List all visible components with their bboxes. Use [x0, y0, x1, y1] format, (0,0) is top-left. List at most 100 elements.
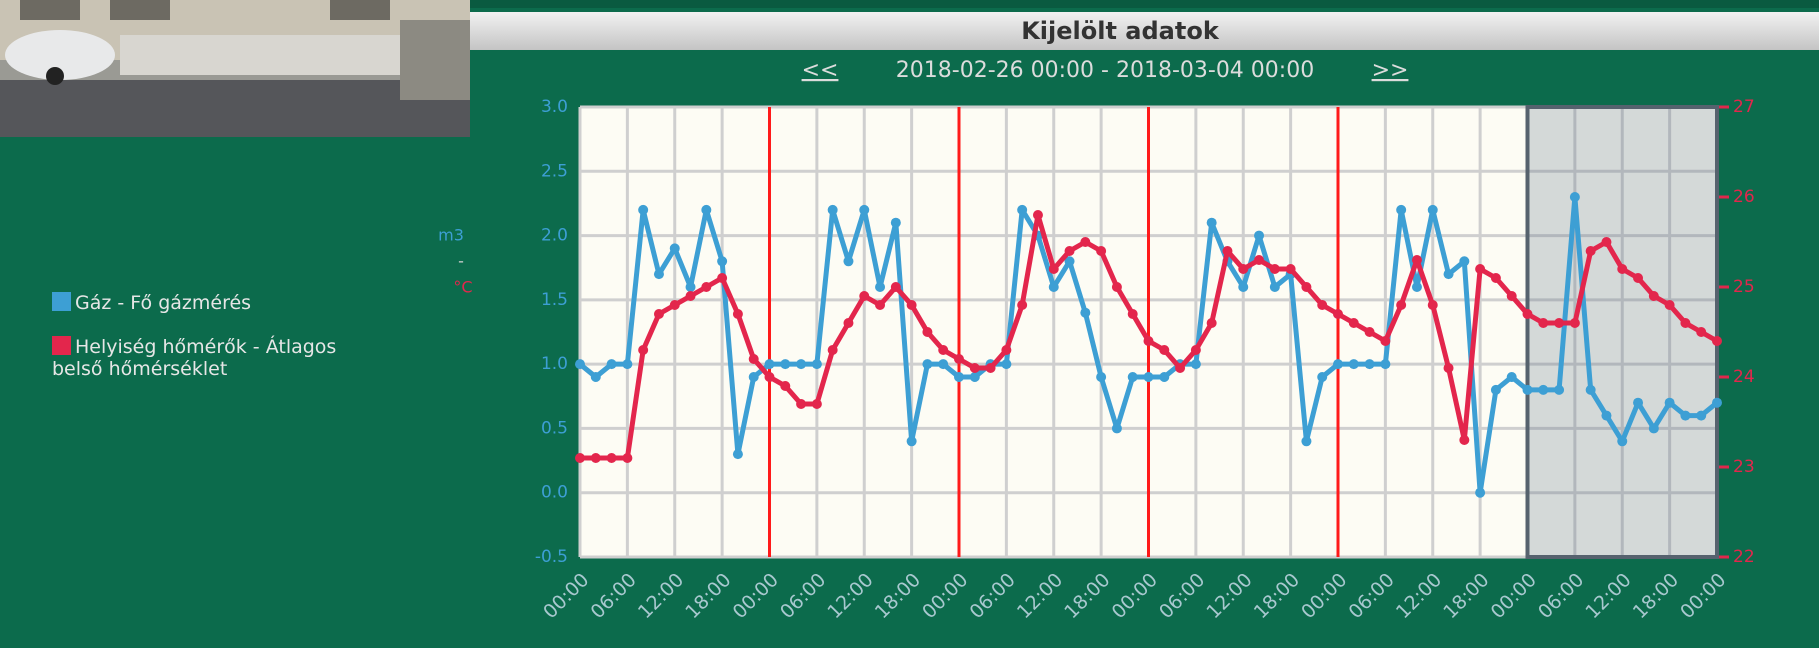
legend-item[interactable]: Helyiség hőmérők - Átlagos belső hőmérsé… [52, 336, 372, 380]
legend-item[interactable]: Gáz - Fő gázmérés [52, 292, 372, 314]
data-point [1554, 385, 1564, 395]
data-point [1617, 264, 1627, 274]
data-point [1207, 318, 1217, 328]
x-tick-label: 00:00 [1676, 569, 1730, 623]
data-point [1207, 218, 1217, 228]
data-point [1349, 359, 1359, 369]
data-point [1128, 372, 1138, 382]
data-point [1128, 309, 1138, 319]
nav-prev[interactable]: << [802, 58, 839, 83]
x-tick-label: 06:00 [587, 569, 641, 623]
data-point [1428, 300, 1438, 310]
data-point [828, 345, 838, 355]
x-tick-label: 00:00 [1487, 569, 1541, 623]
data-point [1570, 318, 1580, 328]
data-point [1412, 282, 1422, 292]
data-point [1649, 291, 1659, 301]
data-point [796, 359, 806, 369]
legend-swatch [52, 336, 71, 355]
data-point [922, 327, 932, 337]
plot: -0.50.00.51.01.52.02.53.022232425262700:… [535, 97, 1755, 623]
x-tick-label: 00:00 [1108, 569, 1162, 623]
data-point [1080, 237, 1090, 247]
data-point [1191, 345, 1201, 355]
x-tick-label: 06:00 [1155, 569, 1209, 623]
data-point [1712, 398, 1722, 408]
data-point [1017, 300, 1027, 310]
data-point [1459, 435, 1469, 445]
data-point [1665, 398, 1675, 408]
x-tick-label: 18:00 [1439, 569, 1493, 623]
data-point [907, 436, 917, 446]
data-point [1049, 282, 1059, 292]
data-point [1144, 336, 1154, 346]
data-point [875, 282, 885, 292]
data-point [970, 363, 980, 373]
x-tick-label: 06:00 [1345, 569, 1399, 623]
data-point [1254, 255, 1264, 265]
x-tick-label: 18:00 [681, 569, 735, 623]
data-point [828, 205, 838, 215]
data-point [1538, 385, 1548, 395]
data-point [701, 205, 711, 215]
data-point [686, 291, 696, 301]
data-point [922, 359, 932, 369]
data-point [1680, 411, 1690, 421]
y2-tick-label: 26 [1733, 187, 1755, 207]
data-point [812, 359, 822, 369]
data-point [859, 291, 869, 301]
data-point [1159, 345, 1169, 355]
data-point [1365, 359, 1375, 369]
x-tick-label: 12:00 [1202, 569, 1256, 623]
x-tick-label: 18:00 [1060, 569, 1114, 623]
y-tick-label: 2.5 [541, 161, 568, 181]
top-strip [470, 0, 1819, 8]
data-point [1680, 318, 1690, 328]
legend-label: Gáz - Fő gázmérés [75, 292, 251, 314]
data-point [1665, 300, 1675, 310]
data-point [1507, 291, 1517, 301]
data-point [1523, 385, 1533, 395]
data-point [1365, 327, 1375, 337]
data-point [1349, 318, 1359, 328]
data-point [1586, 385, 1596, 395]
data-point [638, 345, 648, 355]
nav-next[interactable]: >> [1372, 58, 1409, 83]
x-tick-label: 06:00 [966, 569, 1020, 623]
x-tick-label: 12:00 [1581, 569, 1635, 623]
data-point [1507, 372, 1517, 382]
data-point [670, 243, 680, 253]
x-tick-label: 12:00 [1013, 569, 1067, 623]
data-point [1491, 273, 1501, 283]
data-point [607, 359, 617, 369]
data-point [1333, 359, 1343, 369]
y2-axis-label: °C [453, 278, 472, 297]
data-point [622, 453, 632, 463]
data-point [1191, 359, 1201, 369]
highlight-region [1528, 107, 1718, 557]
y-tick-label: 2.0 [541, 226, 568, 246]
data-point [843, 318, 853, 328]
data-point [1001, 345, 1011, 355]
y-tick-label: 1.5 [541, 290, 568, 310]
data-point [1412, 255, 1422, 265]
x-tick-label: 12:00 [823, 569, 877, 623]
data-point [1080, 308, 1090, 318]
data-point [622, 359, 632, 369]
data-point [859, 205, 869, 215]
data-point [780, 381, 790, 391]
data-point [1554, 318, 1564, 328]
data-point [765, 372, 775, 382]
data-point [1317, 372, 1327, 382]
data-point [1601, 411, 1611, 421]
data-point [1238, 282, 1248, 292]
legend-label: Helyiség hőmérők - Átlagos belső hőmérsé… [52, 336, 336, 380]
data-point [1601, 237, 1611, 247]
data-point [1396, 300, 1406, 310]
data-point [1238, 264, 1248, 274]
data-point [1159, 372, 1169, 382]
x-tick-label: 00:00 [729, 569, 783, 623]
x-tick-label: 06:00 [776, 569, 830, 623]
y-tick-label: 0.0 [541, 483, 568, 503]
data-point [812, 399, 822, 409]
